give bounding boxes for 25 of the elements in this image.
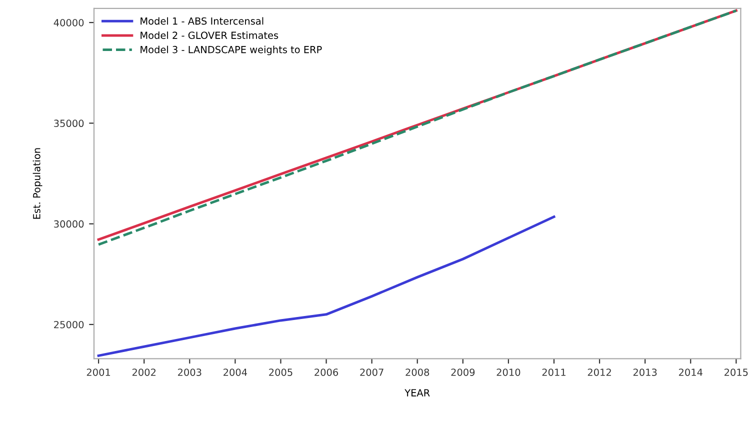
y-axis-title: Est. Population [32,148,42,219]
y-tick-label: 30000 [54,220,84,228]
x-tick-label: 2014 [678,368,702,376]
x-tick-label: 2002 [132,368,156,376]
legend-label: Model 2 - GLOVER Estimates [140,31,278,39]
x-tick-label: 2010 [496,368,520,376]
y-tick-label: 35000 [54,120,84,128]
x-tick-label: 2011 [542,368,566,376]
x-tick-label: 2001 [86,368,110,376]
x-tick-label: 2015 [724,368,748,376]
x-tick-label: 2009 [451,368,475,376]
x-tick-label: 2007 [360,368,384,376]
x-axis-title: YEAR [404,389,430,396]
x-tick-label: 2012 [588,368,611,376]
x-tick-label: 2005 [269,368,292,376]
y-tick-label: 40000 [54,19,84,26]
x-tick-label: 2004 [224,368,248,376]
legend-label: Model 3 - LANDSCAPE weights to ERP [140,46,322,56]
legend-label: Model 1 - ABS Intercensal [140,17,264,25]
x-tick-label: 2013 [633,368,657,376]
y-tick-label: 25000 [54,320,84,328]
x-tick-label: 2006 [314,368,338,376]
x-tick-label: 2003 [178,368,202,376]
line-series [97,216,556,357]
x-tick-label: 2008 [406,368,430,376]
